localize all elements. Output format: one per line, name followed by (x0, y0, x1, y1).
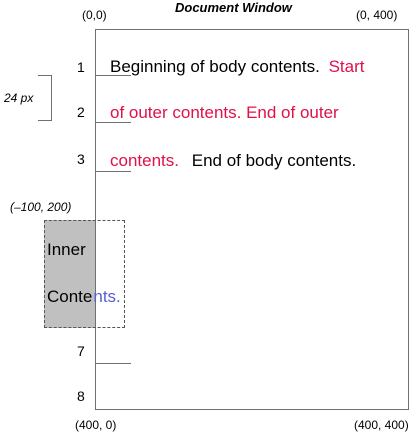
inner-origin-label: (–100, 200) (10, 200, 72, 214)
text-line-3: contents. End of body contents. (110, 151, 356, 171)
diagram-title: Document Window (175, 0, 292, 15)
line-number-2: 2 (77, 104, 85, 120)
inner-text-clipped: nts. (93, 287, 121, 306)
outer-contents-start: Start (328, 57, 365, 76)
inner-text-line-1: Inner (47, 240, 86, 259)
baseline-tick-7 (95, 363, 131, 364)
inner-contents-box (44, 220, 125, 328)
inner-text-line-2: Contents. (47, 287, 121, 307)
spacing-label: 24 px (4, 91, 34, 105)
inner-text-visible: Conte (47, 287, 93, 306)
baseline-tick-2 (95, 122, 131, 123)
corner-label-bottom-left: (400, 0) (75, 418, 117, 432)
corner-label-top-right: (0, 400) (356, 8, 398, 22)
document-window-frame (95, 29, 409, 410)
outer-contents-end: contents. (110, 151, 179, 170)
text-line-2: of outer contents. End of outer (110, 103, 339, 122)
baseline-tick-3 (95, 171, 131, 172)
corner-label-top-left: (0,0) (82, 8, 107, 22)
corner-label-bottom-right: (400, 400) (354, 418, 409, 432)
text-line-1: Beginning of body contents. Start (110, 57, 364, 77)
body-contents-start: Beginning of body contents. (110, 57, 320, 76)
body-contents-end: End of body contents. (191, 151, 357, 170)
line-number-3: 3 (77, 151, 85, 167)
line-number-1: 1 (77, 59, 85, 75)
spacing-bracket (38, 75, 52, 121)
baseline-tick-1 (95, 75, 131, 76)
line-number-8: 8 (77, 388, 85, 404)
line-number-7: 7 (77, 343, 85, 359)
inner-visible-area (44, 220, 95, 328)
